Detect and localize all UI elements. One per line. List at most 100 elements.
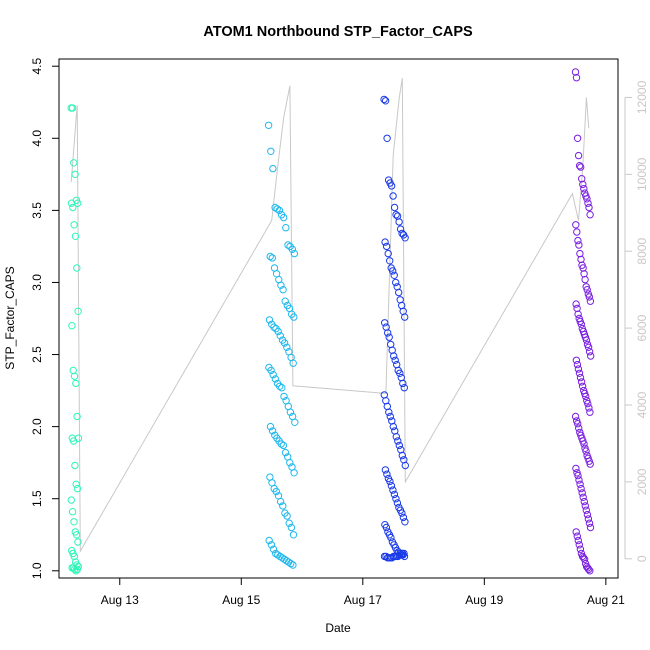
data-point: [281, 297, 289, 305]
data-point: [583, 195, 591, 203]
data-point: [572, 464, 580, 473]
data-point: [581, 275, 589, 284]
data-point: [390, 203, 399, 212]
data-point: [70, 518, 78, 526]
data-point: [399, 513, 408, 522]
data-point: [280, 339, 289, 347]
data-point: [278, 384, 286, 392]
data-point: [573, 134, 582, 143]
data-point: [291, 418, 299, 426]
data-point: [586, 567, 594, 575]
data-point: [579, 180, 587, 189]
data-point: [381, 238, 389, 246]
data-point: [574, 365, 583, 373]
data-point: [586, 211, 594, 219]
data-point: [386, 477, 394, 486]
data-point: [573, 228, 581, 236]
data-point: [584, 515, 593, 523]
data-point: [276, 382, 284, 390]
data-point: [70, 372, 79, 380]
x-tick-label: Aug 17: [344, 593, 382, 607]
data-point: [380, 95, 388, 104]
data-point: [583, 510, 592, 519]
data-point: [395, 288, 403, 297]
data-point: [387, 182, 396, 190]
data-point: [585, 565, 593, 574]
y-tick-label: 1.5: [30, 490, 44, 507]
data-point: [288, 245, 296, 254]
data-point: [382, 523, 391, 532]
data-point: [267, 366, 275, 375]
data-point: [283, 512, 291, 520]
data-point: [578, 175, 586, 183]
y-tick-label: 1.0: [30, 562, 44, 579]
y2-tick-label: 12000: [635, 80, 649, 114]
data-point: [585, 404, 593, 412]
data-point: [573, 532, 581, 540]
y2-tick-label: 6000: [635, 314, 649, 341]
data-point: [381, 466, 390, 474]
y-tick-label: 4.0: [30, 130, 44, 147]
data-point: [577, 163, 585, 171]
data-point: [400, 384, 408, 392]
data-point: [279, 286, 287, 294]
data-point: [577, 320, 585, 328]
data-point: [582, 392, 590, 401]
data-point: [574, 236, 582, 245]
data-point: [70, 159, 78, 167]
data-point: [398, 451, 406, 460]
data-point: [576, 480, 584, 488]
data-point: [289, 359, 297, 367]
x-axis: Aug 13 Aug 15 Aug 17 Aug 19 Aug 21: [101, 578, 625, 607]
y2-tick-label: 2000: [635, 468, 649, 495]
data-point: [72, 567, 80, 575]
y-tick-label: 4.5: [30, 58, 44, 75]
data-point: [401, 234, 409, 242]
data-point: [393, 499, 402, 507]
data-point: [71, 461, 79, 470]
data-point: [572, 300, 580, 308]
x-tick-label: Aug 15: [222, 593, 260, 607]
data-point: [282, 224, 290, 232]
data-point: [580, 497, 588, 506]
data-point: [584, 199, 592, 207]
y2-tick-label: 0: [635, 555, 649, 562]
data-point: [383, 134, 391, 143]
data-point: [390, 352, 398, 360]
x-tick-label: Aug 19: [465, 593, 503, 607]
data-point: [394, 437, 402, 445]
data-point: [395, 218, 403, 226]
data-point: [400, 549, 408, 558]
data-point: [265, 316, 274, 324]
data-point: [572, 356, 581, 364]
data-point: [290, 469, 298, 477]
data-point: [576, 545, 585, 553]
x-tick-label: Aug 21: [587, 593, 625, 607]
data-point: [587, 352, 595, 360]
data-point: [586, 523, 595, 532]
data-point: [69, 437, 78, 445]
data-point: [578, 382, 587, 390]
data-point: [401, 518, 409, 526]
data-point: [269, 164, 277, 173]
data-point: [280, 213, 288, 222]
data-point: [290, 249, 299, 258]
data-point: [284, 241, 292, 249]
data-point: [269, 371, 277, 379]
data-point: [386, 257, 394, 265]
data-point: [286, 408, 295, 416]
data-point: [574, 151, 583, 160]
data-point: [289, 531, 298, 539]
y-axis-right: 0 2000 4000 6000 8000 10000 12000: [624, 80, 649, 562]
data-point: [580, 555, 589, 563]
data-point: [401, 313, 409, 321]
data-point: [584, 399, 592, 408]
chart-title: ATOM1 Northbound STP_Factor_CAPS: [203, 24, 473, 40]
data-point: [576, 373, 585, 382]
data-point: [575, 476, 583, 484]
data-point: [73, 264, 81, 272]
data-point: [287, 559, 295, 568]
data-point: [573, 360, 582, 369]
data-point: [69, 203, 77, 212]
x-tick-label: Aug 13: [101, 593, 139, 607]
